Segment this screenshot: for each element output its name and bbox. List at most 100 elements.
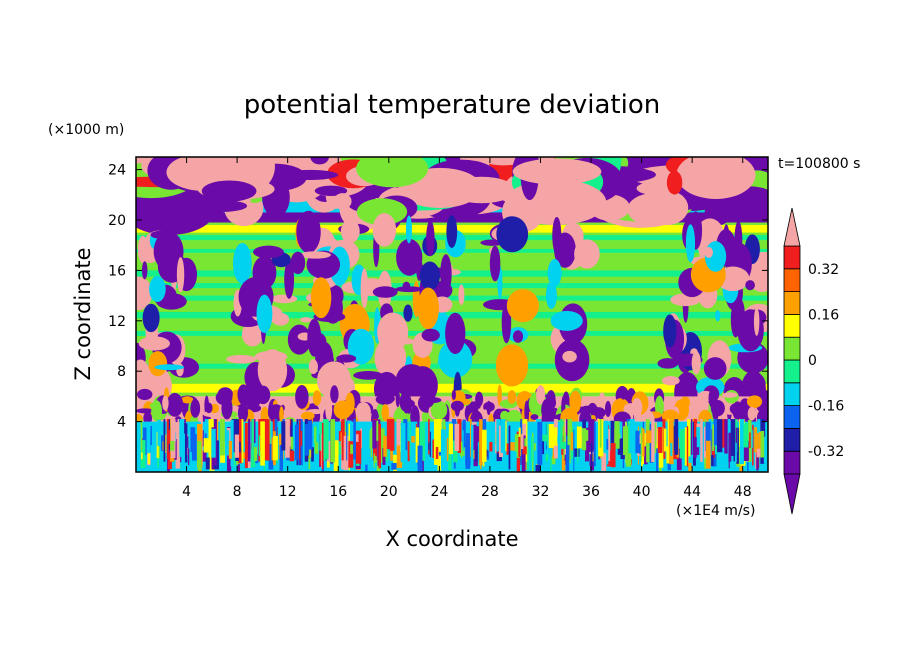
field-cell: [666, 446, 671, 464]
field-cell: [391, 462, 397, 470]
field-cell: [743, 423, 749, 448]
field-cell: [402, 389, 411, 414]
field-cell: [326, 459, 330, 468]
field-cell: [385, 445, 389, 462]
field-cell: [506, 409, 522, 424]
field-cell: [685, 224, 696, 263]
field-cell: [445, 312, 466, 355]
field-cell: [409, 419, 411, 457]
colorbar: 0.32 0.16 0 -0.16 -0.32: [783, 207, 844, 515]
x-axis-unit: (×1E4 m/s): [676, 503, 755, 519]
field-cell: [312, 390, 322, 406]
field-cell: [234, 434, 240, 458]
field-cell: [593, 422, 596, 467]
x-tick-label: 24: [430, 484, 448, 500]
field-cell: [585, 429, 590, 441]
field-cell: [646, 430, 652, 443]
field-cell: [535, 464, 541, 472]
field-cell: [428, 419, 430, 455]
field-cell: [751, 429, 753, 448]
x-tick-label: 4: [182, 484, 191, 500]
field-cell: [755, 433, 759, 453]
field-cell: [700, 419, 703, 462]
field-cell: [710, 446, 715, 458]
field-cell: [260, 421, 265, 466]
field-cell: [415, 427, 420, 463]
field-cell: [590, 442, 593, 466]
colorbar-swatch: [783, 450, 801, 475]
field-cell: [724, 419, 728, 454]
field-cell: [657, 358, 678, 369]
x-axis: 4 8 12 16 20 24 28 32 36 40 44 48: [182, 157, 752, 500]
field-cell: [749, 432, 751, 449]
field-cell: [728, 432, 732, 462]
field-cell: [533, 443, 538, 451]
field-cell: [274, 419, 278, 453]
field-cell: [739, 419, 744, 465]
field-cell: [733, 419, 738, 453]
field-cell: [711, 455, 714, 466]
y-tick-label: 20: [108, 213, 126, 229]
colorbar-under-arrow: [783, 473, 801, 515]
field-cell: [574, 239, 600, 269]
field-cell: [599, 419, 602, 448]
field-cell: [541, 398, 555, 422]
field-cell: [433, 419, 439, 465]
field-cell: [489, 245, 501, 282]
field-band: [136, 295, 768, 301]
field-cell: [321, 422, 324, 470]
field-cell: [271, 437, 274, 461]
field-cell: [296, 210, 321, 254]
field-cell: [507, 390, 517, 404]
x-tick-label: 36: [582, 484, 600, 500]
field-cell: [631, 397, 643, 418]
field-cell: [524, 400, 530, 424]
field-cell: [627, 421, 632, 456]
field-cell: [545, 281, 557, 309]
field-cell: [591, 420, 594, 451]
field-cell: [211, 428, 216, 458]
field-cell: [712, 424, 715, 451]
y-axis-label: Z coordinate: [71, 247, 95, 380]
field-cell: [414, 373, 428, 390]
field-cell: [284, 419, 290, 458]
field-cell: [716, 419, 723, 453]
field-cell: [496, 419, 501, 452]
field-cell: [383, 435, 387, 457]
field-cell: [161, 435, 164, 451]
field-cell: [721, 419, 726, 448]
field-cell: [137, 388, 153, 401]
field-cell: [432, 439, 436, 459]
field-cell: [279, 444, 283, 471]
field-cell: [460, 441, 463, 459]
field-cell: [446, 438, 450, 462]
field-cell: [360, 268, 369, 309]
field-cell: [395, 389, 400, 408]
field-cell: [610, 443, 616, 468]
field-cell: [338, 431, 342, 442]
field-cell: [518, 436, 521, 457]
field-cell: [300, 431, 303, 446]
field-cell: [242, 452, 246, 459]
field-cell: [679, 429, 685, 459]
field-cell: [743, 441, 749, 462]
field-cell: [256, 294, 273, 334]
field-cell: [312, 423, 315, 448]
field-cell: [550, 310, 583, 331]
field-cell: [454, 423, 460, 452]
field-cell: [548, 424, 554, 448]
field-cell: [310, 277, 332, 319]
colorbar-swatch: [783, 382, 801, 406]
field-cell: [457, 419, 462, 453]
field-cell: [728, 456, 730, 469]
field-cell: [396, 445, 403, 468]
field-cell: [428, 442, 430, 451]
field-cell: [182, 433, 185, 470]
x-tick-label: 48: [734, 484, 752, 500]
field-cell: [475, 391, 484, 407]
field-cell: [703, 357, 727, 380]
field-cell: [307, 420, 313, 450]
field-cell: [148, 351, 168, 377]
field-cell: [181, 396, 194, 404]
